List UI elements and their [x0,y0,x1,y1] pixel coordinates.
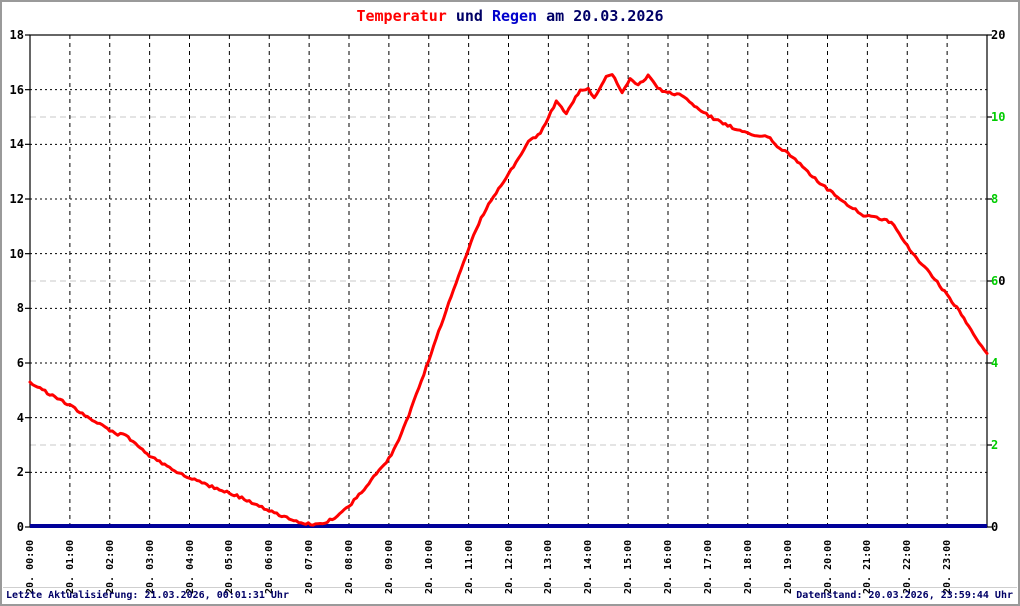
chart-title: Temperatur und Regen am 20.03.2026 [2,7,1018,25]
x-axis-label: 20. 18:00 [742,539,754,594]
y-axis-right-label: 2 [991,438,998,452]
y-axis-right-label-part: 4 [991,356,999,370]
last-update-text: Letzte Aktualisierung: 21.03.2026, 00:01… [6,590,289,601]
y-axis-left-label: 6 [16,356,24,370]
y-axis-right-label: 8 [991,192,998,206]
y-axis-right-label: 4 [991,356,998,370]
x-axis-label: 20. 15:00 [623,539,635,594]
x-axis-label: 20. 13:00 [543,539,555,594]
x-axis-label: 20. 08:00 [344,539,355,594]
y-axis-left-label: 10 [9,246,24,261]
x-axis-label: 20. 14:00 [583,539,595,594]
x-axis-label: 20. 00:00 [25,539,36,594]
title-und-label: und [455,7,483,25]
y-axis-left-label: 8 [16,301,24,316]
y-axis-left-label: 0 [16,520,24,534]
x-axis-label: 20. 02:00 [104,539,116,594]
y-axis-right-label-part: 2 [991,438,999,452]
x-axis-label: 20. 01:00 [64,539,76,594]
y-axis-left-label: 2 [16,465,24,480]
y-axis-left-label: 12 [9,192,24,206]
x-axis-label: 20. 10:00 [423,539,435,594]
y-axis-left-label: 14 [9,137,24,152]
x-axis-label: 20. 16:00 [663,539,674,594]
data-timestamp-text: Datenstand: 20.03.2026, 23:59:44 Uhr [796,590,1013,601]
x-axis-label: 20. 22:00 [902,539,914,594]
y-axis-left-label: 18 [9,28,24,42]
x-axis-label: 20. 11:00 [463,539,475,594]
y-axis-right-label: 10 [991,110,1005,124]
y-axis-right-label: 60 [991,274,1005,288]
x-axis-label: 20. 21:00 [862,539,874,594]
x-axis-label: 20. 07:00 [304,539,316,594]
x-axis-label: 20. 20:00 [822,539,834,594]
footer-separator [3,587,1017,588]
temperature-curve [28,73,989,527]
y-axis-right-label-part: 6 [991,274,999,288]
x-axis-label: 20. 06:00 [264,539,276,594]
x-axis-label: 20. 12:00 [503,539,515,594]
y-axis-left-label: 4 [16,410,24,425]
y-axis-right-label-part: 10 [991,110,1006,124]
y-axis-right-label-part: 0 [998,274,1006,288]
y-axis-right-label-part: 8 [991,192,999,206]
x-axis-label: 20. 17:00 [702,539,714,594]
y-axis-left-label: 16 [9,82,24,97]
x-axis-label: 20. 19:00 [782,539,794,594]
y-axis-right-label-part: 20 [991,28,1006,42]
x-axis-label: 20. 04:00 [184,539,196,594]
y-axis-right-label-part: 0 [991,520,999,534]
x-axis-label: 20. 03:00 [144,539,156,594]
y-axis-right-label: 20 [991,28,1005,42]
x-axis-label: 20. 23:00 [942,539,954,594]
title-temperatur-label: Temperatur [356,7,447,25]
title-regen-label: Regen [491,7,538,25]
x-axis-label: 20. 05:00 [224,539,236,594]
y-axis-right-label: 0 [991,520,998,534]
title-date-label: am 20.03.2026 [546,7,664,25]
x-axis-label: 20. 09:00 [383,539,395,594]
